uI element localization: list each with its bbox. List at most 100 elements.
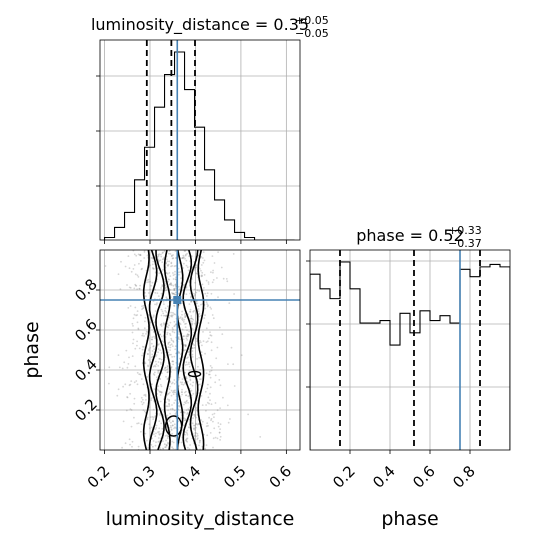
density-point <box>194 415 197 418</box>
density-point <box>161 340 164 342</box>
density-point <box>164 309 167 312</box>
density-point <box>147 364 149 367</box>
density-point <box>160 325 163 327</box>
density-point <box>147 278 150 281</box>
density-point <box>181 318 183 321</box>
density-point <box>171 391 174 394</box>
density-point <box>122 385 124 388</box>
density-point <box>185 431 187 434</box>
density-point <box>155 354 158 356</box>
density-point <box>170 394 173 397</box>
density-point <box>181 388 183 391</box>
density-point <box>155 441 157 444</box>
density-point <box>183 349 186 352</box>
density-point <box>136 422 139 425</box>
density-point <box>198 441 201 444</box>
density-point <box>157 361 160 363</box>
density-point <box>136 314 139 316</box>
density-point <box>153 364 156 367</box>
density-point <box>161 261 164 263</box>
density-point <box>186 335 189 337</box>
density-point <box>141 403 144 406</box>
density-point <box>178 331 180 333</box>
density-point <box>164 356 167 358</box>
density-point <box>166 435 169 438</box>
density-point <box>211 314 214 316</box>
density-point <box>121 367 124 370</box>
hist-phase-xticks: 0.2 0.4 0.6 0.8 <box>329 450 479 492</box>
density-point <box>166 368 169 371</box>
density-point <box>186 413 189 415</box>
density-point <box>146 418 149 420</box>
density-xtick-label-1: 0.3 <box>129 462 159 492</box>
density-point <box>169 275 172 277</box>
density-ytick-label-1: 0.4 <box>71 355 101 385</box>
density-point <box>143 251 146 253</box>
density-point <box>166 393 169 396</box>
density-point <box>171 356 174 358</box>
density-point <box>139 373 142 376</box>
density-point <box>160 391 163 394</box>
density-point <box>178 304 181 306</box>
density-point <box>171 345 174 347</box>
density-point <box>205 404 208 406</box>
density-point <box>217 251 220 254</box>
density-point <box>194 294 197 296</box>
density-point <box>156 302 158 304</box>
density-point <box>145 330 148 333</box>
density-point <box>172 292 175 295</box>
density-point <box>121 446 123 449</box>
density-point <box>131 322 134 325</box>
density-point <box>125 409 128 412</box>
density-point <box>173 331 176 334</box>
density-point <box>169 385 172 388</box>
density-point <box>171 360 174 363</box>
density-point <box>184 364 187 366</box>
density-point <box>166 331 169 334</box>
density-point <box>96 432 98 434</box>
density-point <box>177 336 180 339</box>
density-point <box>192 392 195 395</box>
density-point <box>140 400 143 403</box>
density-point <box>164 446 167 449</box>
density-point <box>184 253 187 256</box>
density-point <box>150 444 153 446</box>
density-point <box>173 427 175 430</box>
hist-luminosity-title-minus: −0.05 <box>295 27 329 40</box>
density-point <box>202 331 204 333</box>
density-point <box>225 278 228 280</box>
density-point <box>158 433 161 436</box>
density-point <box>205 279 208 282</box>
density-point <box>131 355 134 357</box>
density-point <box>197 308 200 310</box>
density-point <box>159 400 162 403</box>
density-xtick-label-2: 0.4 <box>175 462 205 492</box>
density-contours <box>142 250 205 450</box>
density-point <box>179 271 182 273</box>
density-point <box>188 426 191 429</box>
hist-phase-title: phase = 0.52 <box>356 226 464 245</box>
hist-luminosity-xticks <box>104 240 287 244</box>
density-point <box>168 391 171 394</box>
density-point <box>171 420 174 422</box>
density-point <box>157 389 160 392</box>
density-point <box>134 365 137 368</box>
density-point <box>150 356 153 359</box>
density-point <box>116 394 119 397</box>
density-point <box>155 432 157 435</box>
density-point <box>192 381 195 384</box>
density-point <box>211 366 213 369</box>
density-point <box>130 409 133 411</box>
density-point <box>187 401 190 404</box>
density-point <box>122 420 125 423</box>
density-point <box>151 256 154 259</box>
density-point <box>165 258 168 261</box>
density-point <box>219 439 222 441</box>
density-point <box>172 363 175 366</box>
density-point <box>186 339 189 341</box>
density-point <box>152 345 155 348</box>
density-point <box>149 280 152 283</box>
density-point <box>139 254 142 257</box>
density-point <box>167 392 170 395</box>
density-point <box>183 391 186 394</box>
